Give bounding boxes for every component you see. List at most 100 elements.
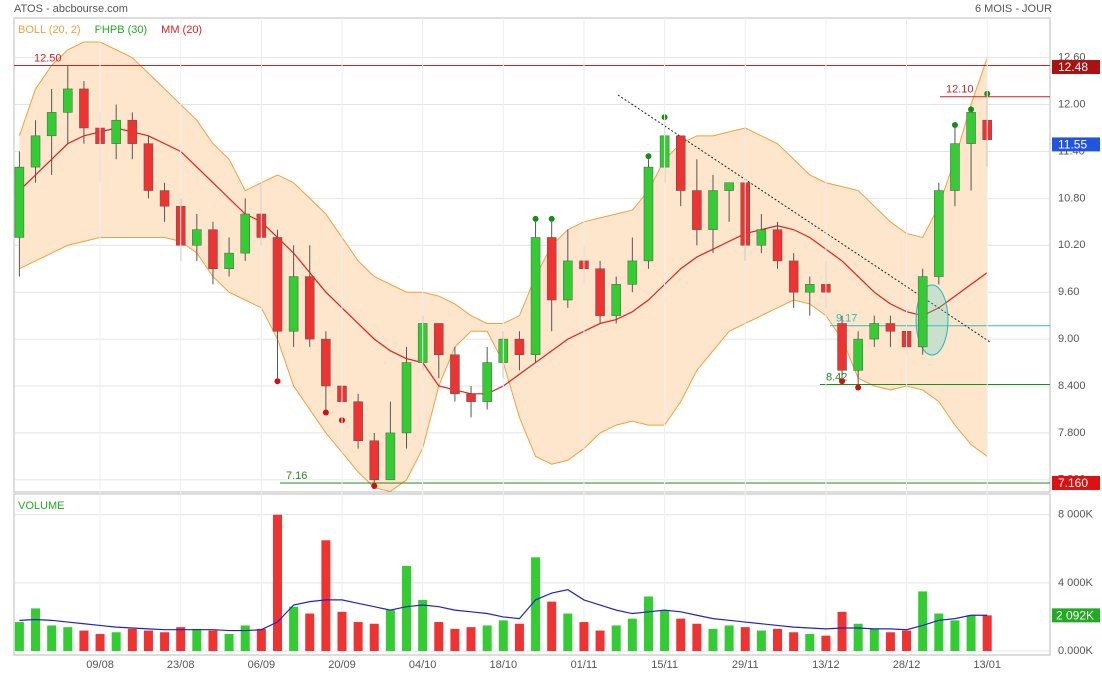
volume-bar xyxy=(756,630,766,651)
candle-body xyxy=(595,268,605,316)
candle-body xyxy=(692,190,702,230)
volume-bar xyxy=(676,618,686,651)
y-tick-label: 0.000K xyxy=(1058,645,1094,657)
volume-bar xyxy=(821,635,831,651)
candle-body xyxy=(869,323,880,340)
candle-body xyxy=(772,229,783,262)
phpb-high xyxy=(951,122,958,129)
price-marker-label: 12.48 xyxy=(1058,60,1088,74)
volume-bar xyxy=(127,628,137,651)
y-tick-label: 4 000K xyxy=(1058,577,1094,589)
volume-bar xyxy=(595,630,605,651)
volume-bar xyxy=(773,628,783,651)
candle-body xyxy=(208,229,218,269)
candle-body xyxy=(192,229,202,246)
period: 6 MOIS - JOUR xyxy=(975,3,1052,15)
x-tick-label: 04/10 xyxy=(409,659,437,671)
y-tick-label: 9.00 xyxy=(1058,333,1079,345)
legend-entry: PHPB (30) xyxy=(95,24,148,36)
candle-body xyxy=(788,260,799,293)
x-tick-label: 13/12 xyxy=(812,659,840,671)
candle-body xyxy=(288,276,299,332)
candle-body xyxy=(724,182,734,191)
volume-bar xyxy=(885,632,895,651)
y-tick-label: 8 000K xyxy=(1058,509,1094,521)
candle-body xyxy=(482,362,492,402)
x-tick-label: 18/10 xyxy=(490,659,518,671)
level-label: 9.17 xyxy=(836,313,857,325)
phpb-high xyxy=(548,215,555,222)
volume-bar xyxy=(531,557,541,651)
candle-body xyxy=(127,119,138,144)
x-tick-label: 29/11 xyxy=(732,659,759,671)
level-label: 12.10 xyxy=(946,84,974,96)
volume-bar xyxy=(434,622,444,651)
volume-bar xyxy=(14,622,24,651)
volume-bar xyxy=(337,611,347,651)
volume-bar xyxy=(466,627,476,651)
volume-bar xyxy=(724,625,734,651)
price-marker-label: 11.55 xyxy=(1058,138,1087,152)
volume-bar xyxy=(305,613,315,651)
y-tick-label: 10.20 xyxy=(1058,239,1086,251)
volume-bar xyxy=(240,625,250,651)
volume-bar xyxy=(611,625,621,651)
y-tick-label: 12.00 xyxy=(1058,98,1086,110)
candle-body xyxy=(63,88,73,113)
volume-bar xyxy=(143,630,153,651)
candle-body xyxy=(611,284,621,316)
phpb-high xyxy=(968,106,975,113)
volume-bar xyxy=(966,615,976,651)
candle-body xyxy=(885,323,896,332)
candle-body xyxy=(369,440,380,481)
volume-bar xyxy=(837,611,847,651)
candle-body xyxy=(450,354,460,395)
volume-bar xyxy=(482,625,492,651)
candle-body xyxy=(434,323,444,355)
volume-bar xyxy=(160,632,170,651)
x-tick-label: 13/01 xyxy=(973,659,1001,671)
volume-frame xyxy=(13,493,1051,656)
volume-bar xyxy=(369,623,379,651)
volume-bar xyxy=(256,628,266,651)
x-tick-label: 20/09 xyxy=(328,659,356,671)
legend-entry: MM (20) xyxy=(161,24,202,36)
level-label: 7.16 xyxy=(286,470,307,482)
volume-bar xyxy=(692,623,702,651)
phpb-low xyxy=(839,378,846,385)
volume-marker xyxy=(1052,608,1100,623)
volume-bar xyxy=(498,620,508,651)
candle-body xyxy=(708,190,718,230)
volume-bar xyxy=(514,623,524,651)
y-tick-label: 10.80 xyxy=(1058,192,1086,204)
volume-bar xyxy=(111,632,121,651)
x-tick-label: 01/11 xyxy=(571,659,598,671)
volume-bar xyxy=(853,623,863,651)
phpb-high xyxy=(532,215,539,222)
volume-bar xyxy=(176,627,186,651)
candle-body xyxy=(756,229,767,246)
volume-bar xyxy=(579,622,589,651)
volume-bar xyxy=(789,632,799,651)
volume-bar xyxy=(902,630,912,651)
legend-entry: BOLL (20, 2) xyxy=(18,24,81,36)
candle-body xyxy=(14,166,25,238)
candle-body xyxy=(159,190,170,207)
y-tick-label: 8.400 xyxy=(1058,380,1086,392)
volume-bar xyxy=(321,540,331,651)
volume-bar xyxy=(918,591,928,651)
candle-body xyxy=(30,135,41,168)
volume-bar xyxy=(708,628,718,651)
volume-title: VOLUME xyxy=(18,500,64,512)
candle-body xyxy=(401,362,412,434)
y-tick-label: 7.800 xyxy=(1058,427,1086,439)
volume-bar xyxy=(224,633,234,651)
candle-body xyxy=(530,237,541,355)
volume-bar xyxy=(740,627,750,651)
x-tick-label: 15/11 xyxy=(651,659,678,671)
volume-bar xyxy=(450,628,460,651)
volume-bar xyxy=(95,633,105,651)
x-tick-label: 06/09 xyxy=(248,659,276,671)
volume-bar xyxy=(272,514,282,651)
candle-body xyxy=(353,401,363,441)
